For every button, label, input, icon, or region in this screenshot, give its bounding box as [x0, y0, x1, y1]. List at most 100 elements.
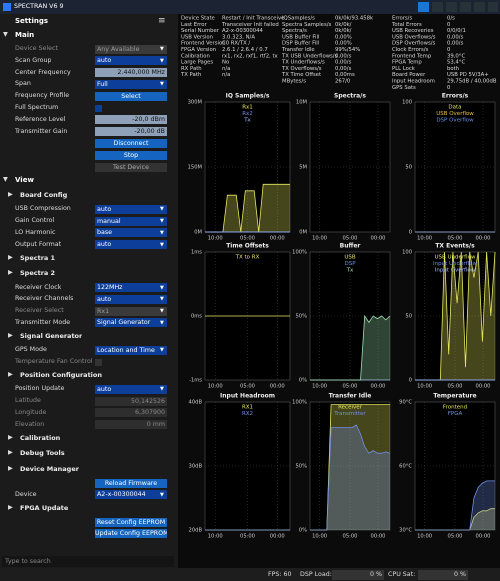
- dropdown[interactable]: 122MHz: [95, 283, 167, 292]
- status-label: Last Error: [181, 22, 207, 28]
- button[interactable]: Disconnect: [95, 138, 167, 148]
- x-tick-label: 00:00: [371, 534, 386, 540]
- group-header[interactable]: Board Config: [20, 190, 68, 199]
- dropdown[interactable]: Any Available: [95, 44, 167, 54]
- dropdown[interactable]: auto: [95, 384, 167, 394]
- dropdown-arrow[interactable]: ▼: [160, 319, 164, 326]
- dropdown-arrow[interactable]: ▼: [160, 386, 164, 393]
- text-input[interactable]: 2.440,000 MHz: [95, 68, 167, 78]
- collapse-arrow[interactable]: ▶: [8, 503, 13, 511]
- collapse-arrow[interactable]: ▼: [3, 175, 8, 183]
- dropdown[interactable]: A2-x-00300044: [95, 490, 167, 500]
- dropdown-arrow[interactable]: ▼: [160, 347, 164, 354]
- dropdown[interactable]: manual: [95, 216, 167, 226]
- dropdown[interactable]: Full: [95, 79, 167, 89]
- status-value: 0: [447, 85, 451, 91]
- title-bar: [0, 0, 500, 14]
- x-tick-label: 05:00: [448, 534, 463, 540]
- dropdown-arrow[interactable]: ▼: [160, 218, 164, 225]
- legend-entry: Frontend: [443, 405, 467, 411]
- toolbar-button[interactable]: [418, 2, 429, 12]
- dropdown[interactable]: auto: [95, 240, 167, 250]
- y-tick-label: 5M: [299, 165, 307, 171]
- dropdown-arrow[interactable]: ▼: [160, 206, 164, 213]
- toolbar-button[interactable]: [432, 2, 443, 12]
- x-tick-label: 10:00: [208, 534, 223, 540]
- group-header[interactable]: Debug Tools: [20, 449, 65, 457]
- group-header[interactable]: Position Configuration: [20, 370, 102, 379]
- dropdown[interactable]: auto: [95, 294, 167, 304]
- dropdown-arrow[interactable]: ▼: [160, 241, 164, 248]
- collapse-arrow[interactable]: ▶: [8, 370, 13, 378]
- status-value: 0k/0k/: [335, 22, 352, 28]
- toolbar-button[interactable]: [460, 2, 471, 12]
- button[interactable]: Reset Config EEPROM: [95, 517, 167, 527]
- group-header[interactable]: Spectra 1: [20, 253, 56, 262]
- search-box[interactable]: [2, 556, 174, 567]
- series-line: [310, 314, 391, 381]
- section-header[interactable]: View: [15, 175, 34, 184]
- group-header[interactable]: Device Manager: [20, 464, 79, 473]
- status-label: Large Pages: [181, 60, 213, 66]
- group-header[interactable]: Spectra 2: [20, 269, 56, 277]
- status-label: TX USB Underflows/s: [281, 53, 338, 59]
- collapse-arrow[interactable]: ▶: [8, 464, 13, 472]
- collapse-arrow[interactable]: ▶: [8, 253, 13, 261]
- status-value: 0: [447, 22, 451, 28]
- y-tick-label: 30dB: [189, 464, 203, 470]
- text-input[interactable]: 50,142526: [95, 396, 167, 406]
- status-label: Clock Errors/s: [392, 47, 429, 53]
- text-input[interactable]: 0 mm: [95, 420, 167, 430]
- collapse-arrow[interactable]: ▶: [8, 433, 13, 441]
- dropdown-arrow[interactable]: ▼: [160, 308, 164, 315]
- group-header[interactable]: FPGA Update: [20, 503, 69, 512]
- collapse-arrow[interactable]: ▶: [8, 449, 13, 456]
- button[interactable]: Select: [95, 91, 167, 101]
- dropdown-arrow[interactable]: ▼: [160, 81, 164, 88]
- toolbar-button[interactable]: [488, 2, 498, 12]
- checkbox[interactable]: [95, 358, 102, 366]
- chart-title: Errors/s: [442, 93, 469, 100]
- checkbox[interactable]: [95, 104, 102, 112]
- chart-title: IQ Samples/s: [226, 93, 270, 100]
- group-header[interactable]: Signal Generator: [20, 331, 83, 340]
- dropdown[interactable]: auto: [95, 56, 167, 66]
- collapse-arrow[interactable]: ▶: [8, 190, 13, 198]
- search-placeholder[interactable]: Type to search: [5, 558, 51, 565]
- x-tick-label: 00:00: [270, 236, 285, 242]
- y-tick-label: 0: [409, 230, 412, 236]
- dropdown[interactable]: Signal Generator: [95, 318, 167, 328]
- dropdown-arrow[interactable]: ▼: [160, 491, 164, 498]
- button[interactable]: Reload Firmware: [95, 478, 167, 488]
- collapse-arrow[interactable]: ▶: [8, 331, 13, 339]
- dropdown-arrow[interactable]: ▼: [160, 296, 164, 303]
- button[interactable]: Update Config EEPROM: [95, 529, 167, 539]
- dropdown[interactable]: auto: [95, 204, 167, 214]
- menu-icon[interactable]: ≡: [158, 16, 166, 26]
- group-header[interactable]: Calibration: [20, 433, 61, 442]
- field-label: USB Compression: [15, 205, 71, 213]
- field-label: Position Update: [15, 385, 65, 393]
- dropdown-arrow[interactable]: ▼: [160, 57, 164, 64]
- dropdown[interactable]: Rx1: [95, 306, 167, 316]
- field-label: Frequency Profile: [15, 92, 70, 100]
- section-header[interactable]: Main: [15, 31, 35, 39]
- cpu-label: CPU Sat:: [388, 571, 416, 578]
- dropdown-arrow[interactable]: ▼: [160, 46, 164, 52]
- dropdown[interactable]: Location and Time: [95, 345, 167, 355]
- dropdown-arrow[interactable]: ▼: [160, 229, 164, 236]
- button[interactable]: Test Device: [95, 162, 167, 172]
- legend-entry: USB Overflow: [436, 111, 474, 117]
- text-input[interactable]: 6,307900: [95, 408, 167, 418]
- text-input[interactable]: -20,0 dBm: [95, 115, 167, 125]
- text-input[interactable]: -20,00 dB: [95, 127, 167, 137]
- status-label: MBytes/s: [282, 79, 306, 85]
- status-value: 0,00/s: [335, 60, 352, 66]
- collapse-arrow[interactable]: ▼: [3, 31, 8, 38]
- dropdown-arrow[interactable]: ▼: [160, 284, 164, 291]
- dropdown[interactable]: base: [95, 228, 167, 238]
- toolbar-button[interactable]: [474, 2, 485, 12]
- collapse-arrow[interactable]: ▶: [8, 269, 13, 276]
- button[interactable]: Stop: [95, 150, 167, 160]
- toolbar-button[interactable]: [446, 2, 457, 12]
